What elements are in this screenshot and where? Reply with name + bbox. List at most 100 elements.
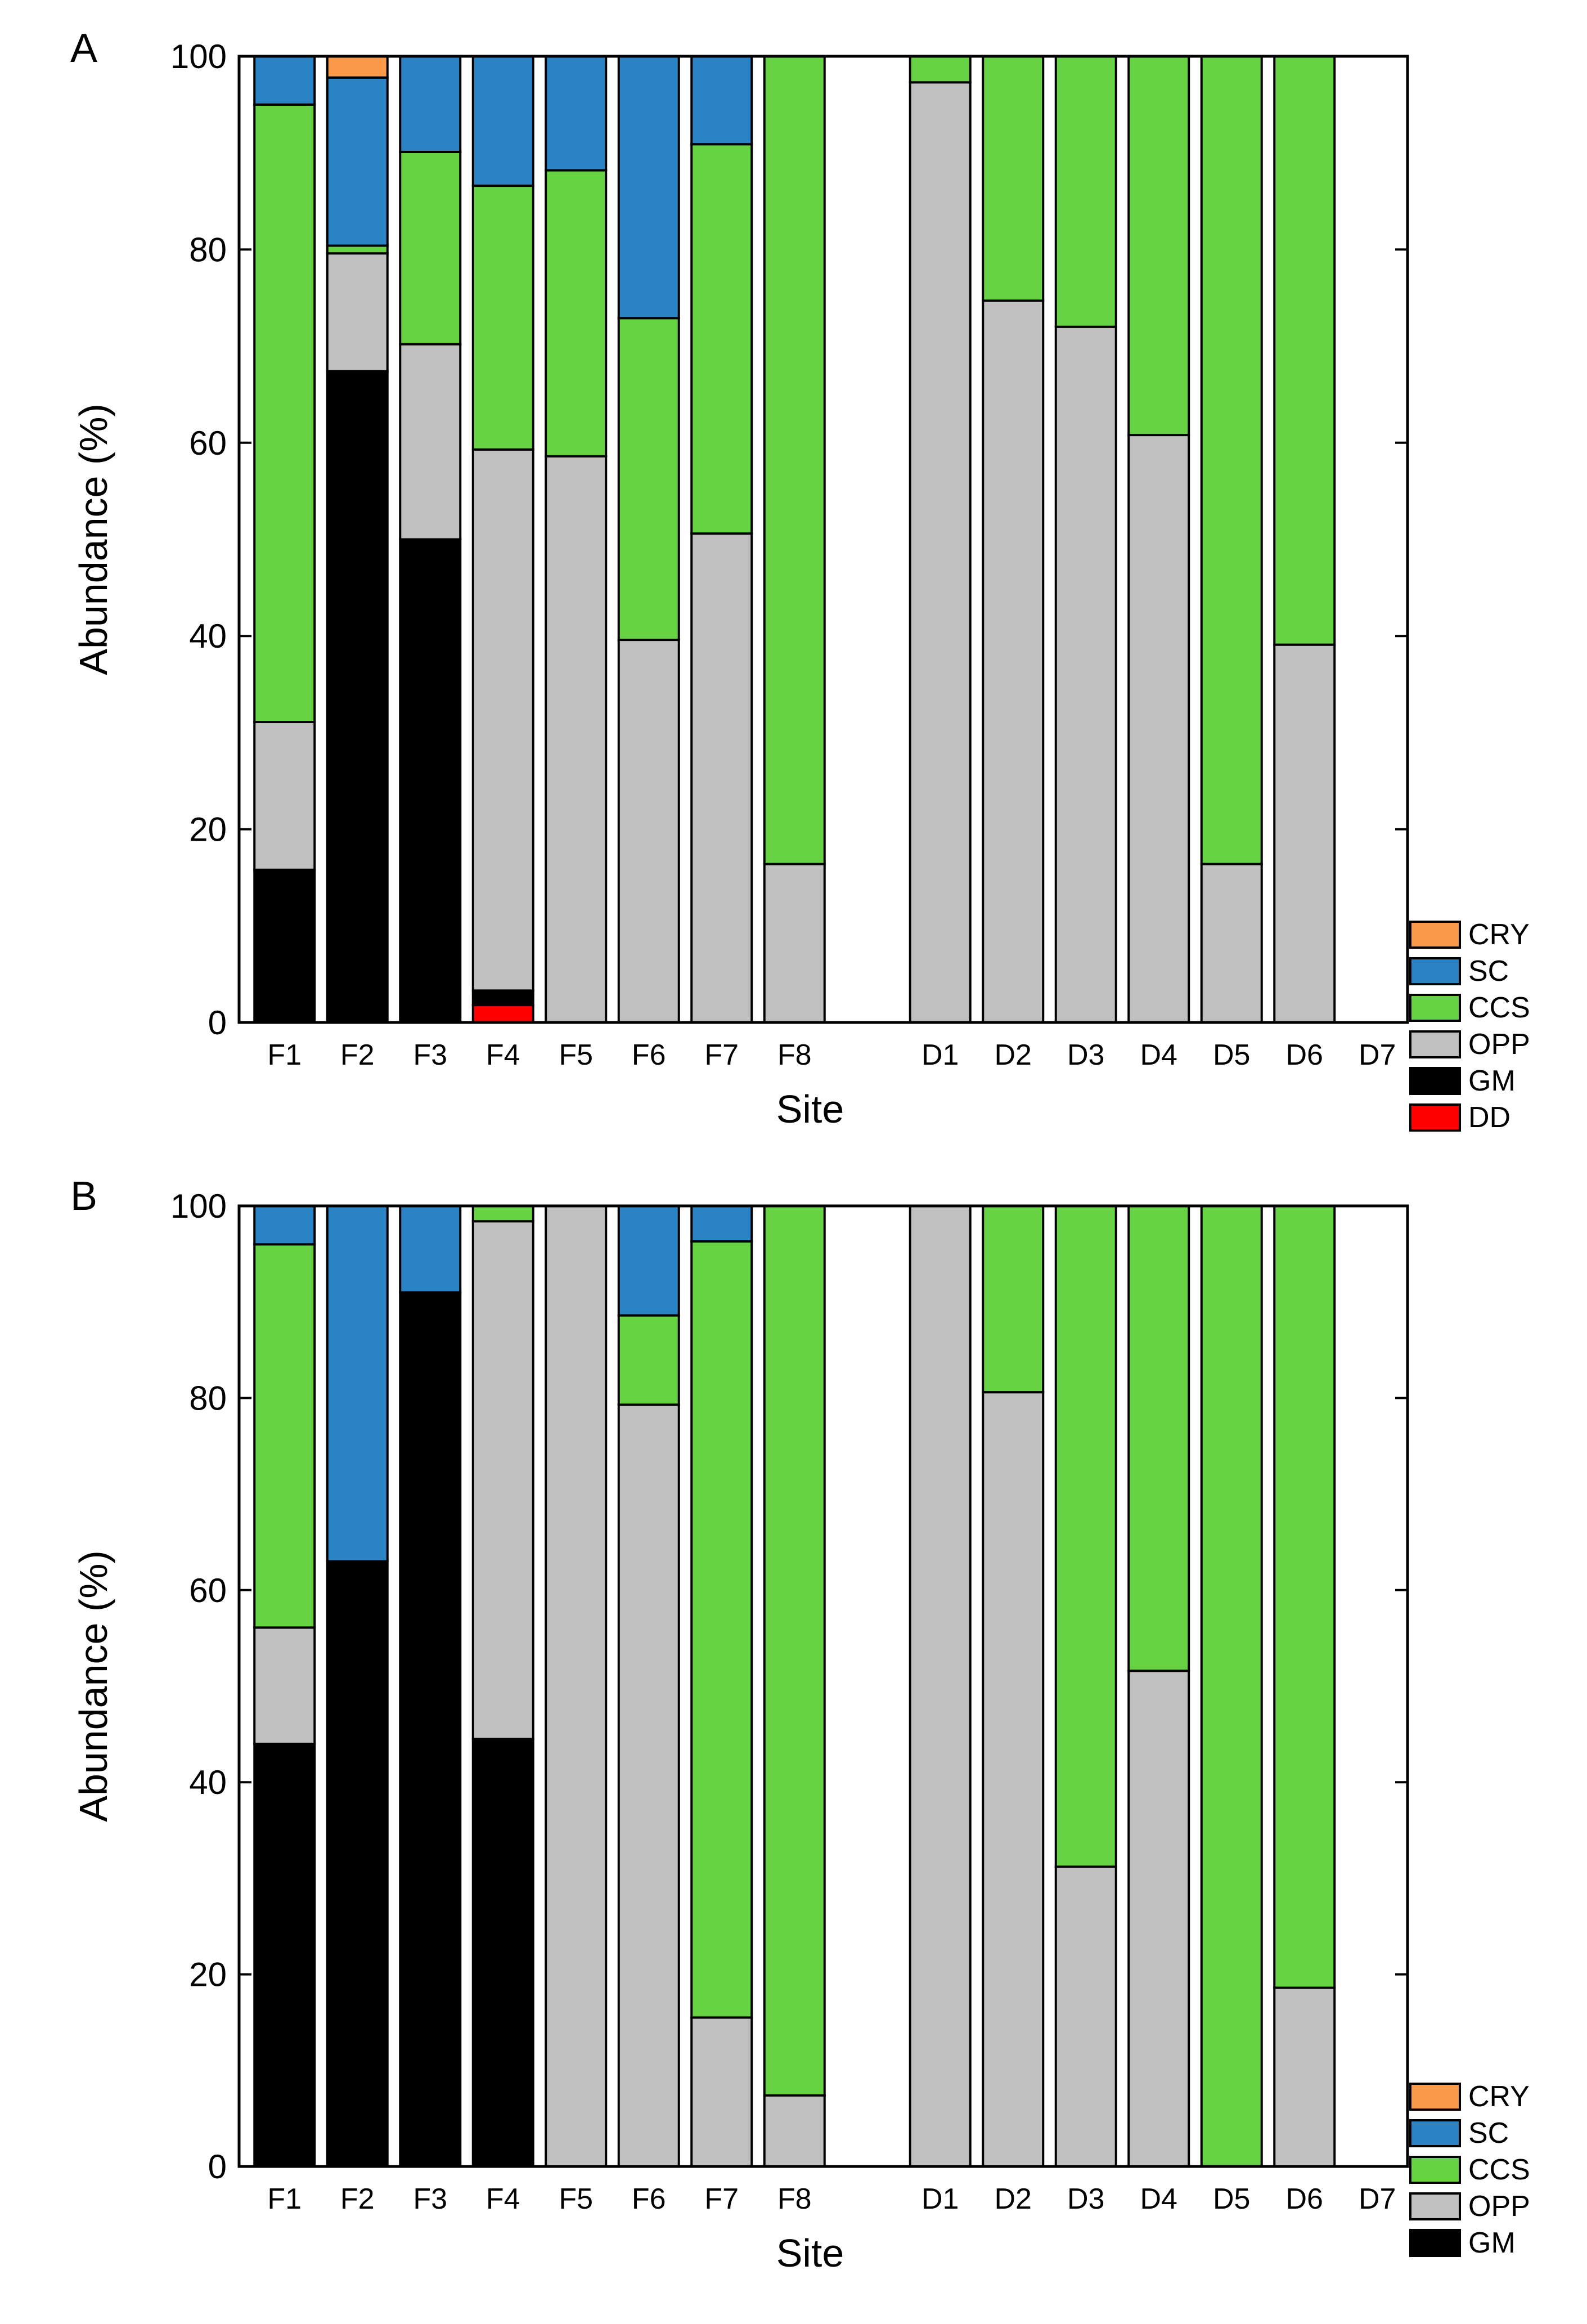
x-tick-label: F4 — [486, 1039, 520, 1071]
bar-segment-sc-f6 — [617, 55, 680, 320]
legend-swatch-opp — [1409, 2192, 1461, 2220]
x-tick-label: F1 — [267, 1039, 302, 1071]
bar-segment-sc-f1 — [253, 1205, 316, 1246]
y-tick-label: 40 — [189, 617, 227, 655]
bar-segment-opp-d2 — [982, 299, 1045, 1024]
bar-segment-ccs-d6 — [1273, 1205, 1336, 1989]
x-tick-label: D2 — [995, 2183, 1032, 2215]
x-tick-label: D5 — [1213, 1039, 1250, 1071]
legend-swatch-cry — [1409, 921, 1461, 949]
x-tick-label: D1 — [921, 2183, 959, 2215]
bar-segment-ccs-f1 — [253, 1243, 316, 1629]
bar-segment-sc-f2 — [326, 76, 389, 247]
y-tick-label: 60 — [189, 1572, 227, 1609]
x-tick-label: F2 — [340, 1039, 375, 1071]
bar-segment-ccs-d1 — [909, 55, 972, 84]
x-tick-label: F6 — [632, 1039, 666, 1071]
bar-segment-opp-f3 — [399, 343, 462, 541]
bar-segment-gm-f2 — [326, 1560, 389, 2168]
y-tick-label: 0 — [208, 2148, 227, 2186]
bar-segment-opp-d2 — [982, 1391, 1045, 2168]
bar-segment-sc-f7 — [690, 55, 753, 146]
x-tick-label: D2 — [995, 1039, 1032, 1071]
bar-segment-ccs-d3 — [1054, 1205, 1117, 1868]
legend-label-opp: OPP — [1468, 1028, 1530, 1061]
bar-segment-ccs-f4 — [471, 185, 534, 451]
bar-segment-gm-f4 — [471, 989, 534, 1007]
bar-segment-opp-d3 — [1054, 325, 1117, 1024]
bar-segment-gm-f3 — [399, 538, 462, 1024]
x-tick-label: F5 — [559, 2183, 593, 2215]
x-tick-label: D6 — [1286, 2183, 1323, 2215]
bar-segment-opp-f4 — [471, 1220, 534, 1740]
legend-swatch-ccs — [1409, 2156, 1461, 2184]
bar-segment-cry-f2 — [326, 55, 389, 79]
x-tick-label: F4 — [486, 2183, 520, 2215]
legend-label-sc: SC — [1468, 2117, 1509, 2150]
x-tick-label: D3 — [1067, 1039, 1104, 1071]
y-tick-label: 100 — [170, 1187, 227, 1225]
y-axis-title: Abundance (%) — [71, 403, 115, 675]
bar-segment-ccs-f7 — [690, 143, 753, 535]
bar-segment-ccs-f1 — [253, 103, 316, 724]
bar-segment-sc-f2 — [326, 1205, 389, 1563]
x-tick-label: D3 — [1067, 2183, 1104, 2215]
bar-segment-ccs-f8 — [763, 1205, 826, 2097]
x-tick-label: F3 — [413, 2183, 447, 2215]
x-tick-label: F1 — [267, 2183, 302, 2215]
bar-segment-opp-f4 — [471, 448, 534, 992]
y-tick-label: 100 — [170, 38, 227, 75]
bar-segment-ccs-f4 — [471, 1205, 534, 1223]
bar-segment-ccs-d2 — [982, 55, 1045, 302]
y-tick-label: 80 — [189, 231, 227, 268]
bar-segment-ccs-d5 — [1200, 1205, 1263, 2168]
x-tick-label: D1 — [921, 1039, 959, 1071]
bar-segment-opp-f6 — [617, 1403, 680, 2168]
bar-segment-ccs-d4 — [1127, 55, 1190, 437]
legend-label-gm: GM — [1468, 1065, 1516, 1097]
bar-segment-sc-f3 — [399, 1205, 462, 1294]
bar-segment-dd-f4 — [471, 1004, 534, 1024]
bar-segment-opp-f8 — [763, 2094, 826, 2168]
bar-segment-opp-f8 — [763, 863, 826, 1024]
legend-label-sc: SC — [1468, 955, 1509, 988]
bar-segment-opp-d1 — [909, 1205, 972, 2168]
bar-segment-ccs-f2 — [326, 244, 389, 255]
bar-segment-ccs-f6 — [617, 317, 680, 641]
legend-label-ccs: CCS — [1468, 2153, 1530, 2186]
bar-segment-ccs-d5 — [1200, 55, 1263, 865]
legend-label-cry: CRY — [1468, 918, 1530, 951]
bar-segment-ccs-f6 — [617, 1314, 680, 1406]
bar-segment-opp-d6 — [1273, 643, 1336, 1024]
bar-segment-ccs-f7 — [690, 1240, 753, 2019]
panel-b: B 0 20 40 60 80 100 F1 F2 F3 F4 F5 F6 F7 F8 D1 D2 D3 D4 D5 D… — [70, 1174, 1530, 2275]
legend-swatch-gm — [1409, 1067, 1461, 1095]
x-tick-label: D7 — [1359, 2183, 1396, 2215]
bar-segment-ccs-f5 — [545, 169, 608, 457]
bar-segment-opp-f7 — [690, 2016, 753, 2168]
x-axis-title: Site — [776, 2231, 844, 2275]
bar-segment-opp-d5 — [1200, 863, 1263, 1024]
x-tick-label: F7 — [704, 1039, 739, 1071]
x-tick-label: F7 — [704, 2183, 739, 2215]
x-tick-label: D6 — [1286, 1039, 1323, 1071]
bar-segment-opp-f6 — [617, 639, 680, 1024]
x-tick-label: F2 — [340, 2183, 375, 2215]
bar-segment-ccs-d2 — [982, 1205, 1045, 1394]
legend-label-dd: DD — [1468, 1101, 1510, 1134]
x-tick-label: F6 — [632, 2183, 666, 2215]
x-tick-label: D4 — [1140, 2183, 1177, 2215]
bar-segment-opp-d4 — [1127, 434, 1190, 1024]
x-tick-label: D5 — [1213, 2183, 1250, 2215]
bar-segment-opp-f1 — [253, 721, 316, 871]
legend-swatch-sc — [1409, 2119, 1461, 2147]
bar-segment-gm-f2 — [326, 370, 389, 1024]
y-tick-label: 20 — [189, 811, 227, 849]
bar-segment-gm-f1 — [253, 1742, 316, 2168]
bar-segment-ccs-f8 — [763, 55, 826, 865]
bar-segment-opp-f7 — [690, 532, 753, 1024]
y-tick-label: 0 — [208, 1004, 227, 1042]
bar-segment-opp-f5 — [545, 1205, 608, 2168]
bar-segment-ccs-d4 — [1127, 1205, 1190, 1672]
